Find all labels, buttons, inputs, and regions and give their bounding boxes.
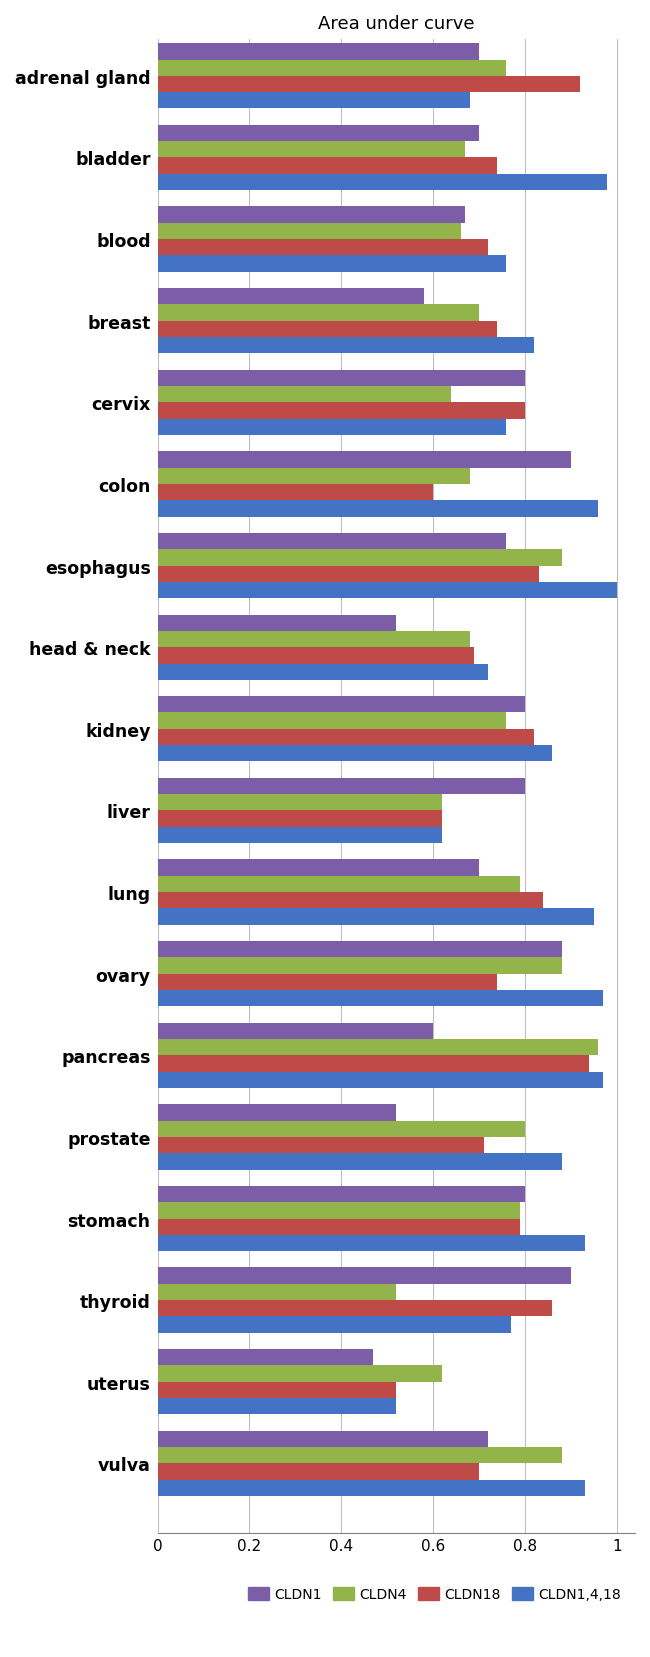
Bar (157, 810, 442, 827)
Bar (157, 1317, 511, 1332)
Bar (157, 1203, 520, 1220)
Bar (157, 550, 562, 567)
Bar (157, 257, 506, 272)
Bar (157, 1284, 396, 1301)
Bar (157, 941, 562, 958)
Bar (157, 60, 506, 76)
Bar (157, 45, 479, 60)
Bar (157, 1072, 603, 1089)
Bar (157, 1463, 479, 1480)
Bar (157, 696, 525, 713)
Bar (157, 1186, 525, 1203)
Bar (157, 974, 497, 991)
Bar (157, 207, 465, 224)
Bar (157, 224, 461, 240)
Bar (157, 648, 474, 664)
Bar (157, 452, 571, 469)
Bar (157, 174, 608, 191)
Bar (157, 1382, 396, 1399)
Bar (157, 1120, 525, 1137)
Bar (157, 664, 488, 681)
Bar (157, 321, 497, 338)
Bar (157, 500, 598, 517)
Bar (157, 484, 433, 500)
Bar (157, 1153, 562, 1170)
Bar (157, 534, 506, 550)
Bar (157, 1349, 373, 1365)
Bar (157, 991, 603, 1007)
Bar (157, 779, 525, 795)
Bar (157, 908, 593, 925)
Bar (157, 1480, 584, 1496)
Bar (157, 877, 520, 893)
Bar (157, 958, 562, 974)
Bar (157, 240, 488, 257)
Bar (157, 403, 525, 419)
Bar (157, 386, 451, 403)
Bar (157, 1220, 520, 1234)
Bar (157, 860, 479, 877)
Bar (157, 338, 534, 355)
Bar (157, 1432, 488, 1447)
Bar (157, 746, 552, 762)
Bar (157, 93, 470, 109)
Bar (157, 1365, 442, 1382)
Bar (157, 1301, 552, 1317)
Bar (157, 143, 465, 159)
Bar (157, 1137, 484, 1153)
Bar (157, 1022, 433, 1039)
Bar (157, 76, 580, 93)
Bar (157, 795, 442, 810)
Bar (157, 159, 497, 174)
Bar (157, 288, 424, 305)
Bar (157, 631, 470, 648)
Bar (157, 419, 506, 436)
Bar (157, 1056, 589, 1072)
Bar (157, 1399, 396, 1415)
Bar (157, 126, 479, 143)
Bar (157, 713, 506, 729)
Bar (157, 583, 617, 598)
Bar (157, 469, 470, 484)
Legend: CLDN1, CLDN4, CLDN18, CLDN1,4,18: CLDN1, CLDN4, CLDN18, CLDN1,4,18 (242, 1581, 627, 1607)
Bar (157, 893, 543, 908)
Bar (157, 305, 479, 321)
Title: Area under curve: Area under curve (318, 15, 474, 33)
Bar (157, 1105, 396, 1120)
Bar (157, 827, 442, 843)
Bar (157, 729, 534, 746)
Bar (157, 615, 396, 631)
Bar (157, 1039, 598, 1056)
Bar (157, 371, 525, 386)
Bar (157, 1234, 584, 1251)
Bar (157, 1268, 571, 1284)
Bar (157, 1447, 562, 1463)
Bar (157, 567, 539, 583)
